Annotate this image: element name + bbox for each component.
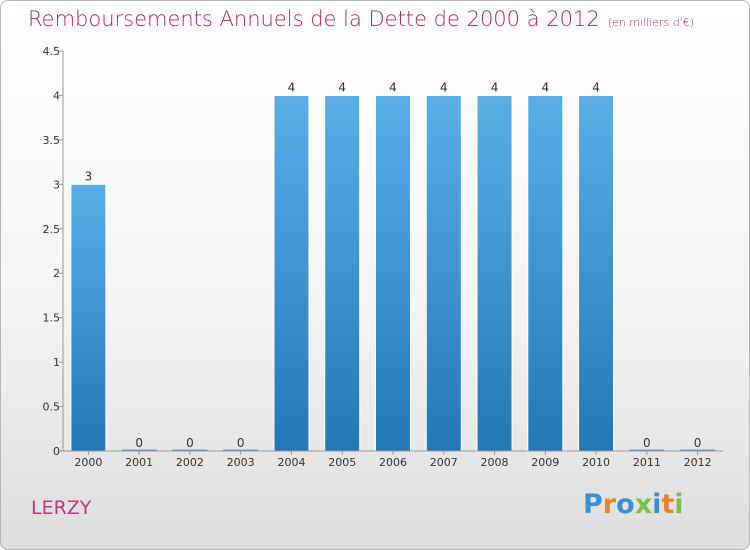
- axes-group: 0 0.5 1 1.5 2 2.5 3 3.5 4 4.5: [43, 45, 723, 458]
- bar: [223, 449, 259, 451]
- bar-value-label: 4: [541, 80, 549, 94]
- y-tick-label: 0: [53, 445, 60, 458]
- chart-title: Remboursements Annuels de la Dette de 20…: [28, 7, 694, 31]
- y-tick-label: 4: [53, 89, 60, 102]
- x-tick-label: 2008: [481, 456, 509, 469]
- y-tick-label: 2.5: [43, 223, 61, 236]
- y-tick-label: 0.5: [43, 401, 61, 414]
- bar: [121, 449, 157, 451]
- x-tick-label: 2002: [176, 456, 204, 469]
- proxiti-logo: Proxiti: [583, 489, 684, 520]
- logo-letter: o: [616, 489, 635, 520]
- bar-value-label: 4: [338, 80, 346, 94]
- logo-letter: P: [583, 489, 603, 520]
- bar: [578, 94, 615, 452]
- x-tick-label: 2003: [227, 456, 255, 469]
- bar-value-label: 4: [440, 80, 448, 94]
- x-tick-label: 2006: [379, 456, 407, 469]
- chart-title-text: Remboursements Annuels de la Dette de 20…: [28, 7, 600, 31]
- bar: [527, 94, 564, 452]
- labels-group: 3 2000 0 2001 0 2002 0 2003 4 2004 4 2005 4 2006 4 2007…: [74, 80, 711, 469]
- y-tick-label: 3.5: [43, 134, 61, 147]
- x-tick-label: 2011: [633, 456, 661, 469]
- bar: [629, 449, 665, 451]
- x-tick-label: 2010: [582, 456, 610, 469]
- y-tick-label: 2: [53, 267, 60, 280]
- x-tick-label: 2000: [74, 456, 102, 469]
- logo-letter: i: [652, 489, 662, 520]
- bar-value-label: 0: [643, 436, 651, 450]
- bar-value-label: 4: [491, 80, 499, 94]
- x-tick-label: 2004: [277, 456, 305, 469]
- bar-value-label: 0: [237, 436, 245, 450]
- bar: [273, 94, 310, 452]
- bar-value-label: 0: [694, 436, 702, 450]
- bar: [70, 183, 107, 452]
- x-tick-label: 2001: [125, 456, 153, 469]
- x-tick-label: 2012: [684, 456, 712, 469]
- y-tick-label: 1: [53, 356, 60, 369]
- bar-value-label: 3: [85, 169, 93, 183]
- bar: [324, 94, 361, 452]
- logo-letter: i: [674, 489, 684, 520]
- bar: [172, 449, 208, 451]
- bar-value-label: 0: [186, 436, 194, 450]
- y-tick-label: 1.5: [43, 312, 61, 325]
- x-tick-label: 2009: [531, 456, 559, 469]
- x-tick-label: 2007: [430, 456, 458, 469]
- chart-unit: (en milliers d'€): [607, 16, 694, 29]
- bar-value-label: 4: [288, 80, 296, 94]
- bar: [476, 94, 513, 452]
- bar: [375, 94, 411, 452]
- bar-value-label: 4: [592, 80, 600, 94]
- bar: [680, 449, 716, 451]
- bar-value-label: 0: [135, 436, 143, 450]
- bars-group: [70, 94, 716, 452]
- commune-name: LERZY: [31, 497, 92, 519]
- bar-value-label: 4: [389, 80, 397, 94]
- bar: [425, 94, 462, 452]
- logo-letter: r: [602, 489, 617, 520]
- y-tick-label: 3: [53, 178, 60, 191]
- y-tick-label: 4.5: [43, 45, 61, 58]
- logo-letter: t: [661, 489, 675, 520]
- x-tick-label: 2005: [328, 456, 356, 469]
- logo-letter: x: [634, 489, 653, 520]
